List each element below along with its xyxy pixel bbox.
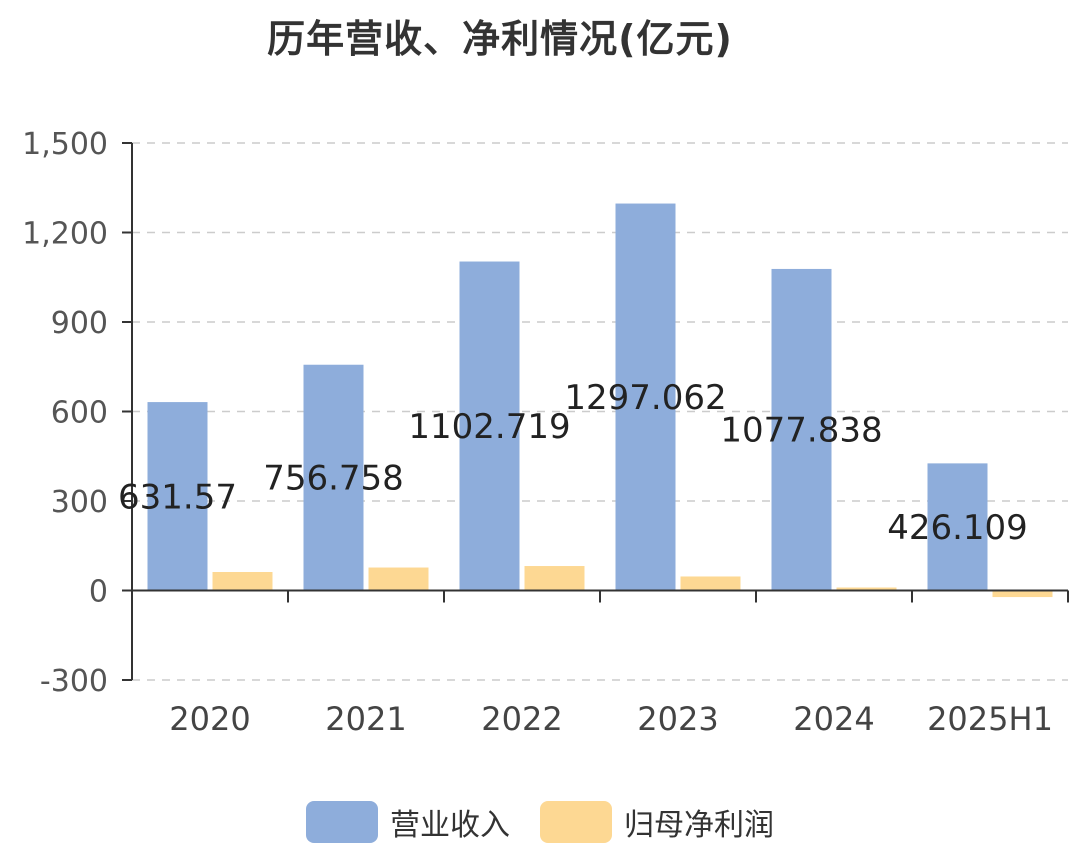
y-tick-label: 1,500 — [22, 127, 108, 162]
legend-label-net-profit: 归母净利润 — [624, 808, 774, 843]
net-profit-bar[interactable] — [524, 566, 585, 591]
bar-chart: -300 0 300 600 900 1,200 1,500 2020 2021 2022 2023… — [22, 127, 1069, 738]
revenue-data-label: 631.57 — [118, 477, 237, 517]
revenue-data-label: 426.109 — [887, 508, 1028, 548]
y-tick-label: 900 — [51, 306, 108, 341]
revenue-bar[interactable] — [147, 402, 208, 591]
bars — [147, 203, 1053, 598]
x-tick-label: 2023 — [637, 700, 718, 738]
y-tick-label: 300 — [51, 485, 108, 520]
revenue-data-label: 756.758 — [263, 459, 404, 499]
net-profit-bar[interactable] — [992, 590, 1053, 598]
chart-title: 历年营收、净利情况(亿元) — [267, 17, 733, 61]
net-profit-bar[interactable] — [680, 576, 741, 591]
revenue-bar[interactable] — [615, 203, 676, 591]
y-tick-label: 600 — [51, 396, 108, 431]
x-tick-label: 2021 — [325, 700, 406, 738]
revenue-data-label: 1077.838 — [720, 411, 882, 451]
legend-item-net-profit[interactable]: 归母净利润 — [540, 800, 774, 844]
grid-lines — [132, 142, 1068, 681]
revenue-bar[interactable] — [771, 268, 832, 591]
x-tick-label: 2025H1 — [927, 700, 1053, 738]
axes: -300 0 300 600 900 1,200 1,500 2020 2021 2022 2023… — [22, 127, 1069, 738]
x-tick-label: 2024 — [793, 700, 874, 738]
legend-label-revenue: 营业收入 — [390, 808, 510, 843]
x-tick-label: 2022 — [481, 700, 562, 738]
revenue-bar[interactable] — [303, 364, 364, 591]
net-profit-bar[interactable] — [836, 587, 897, 591]
revenue-bar[interactable] — [459, 261, 520, 591]
legend: 营业收入 归母净利润 — [0, 800, 1080, 844]
legend-swatch-net-profit — [540, 801, 612, 843]
legend-swatch-revenue — [306, 801, 378, 843]
y-tick-label: -300 — [40, 664, 108, 699]
revenue-data-label: 1102.719 — [408, 407, 570, 447]
revenue-data-label: 1297.062 — [564, 378, 726, 418]
net-profit-bar[interactable] — [212, 572, 273, 591]
y-tick-label: 0 — [89, 575, 108, 610]
legend-item-revenue[interactable]: 营业收入 — [306, 800, 510, 844]
revenue-bar[interactable] — [927, 463, 988, 591]
y-tick-label: 1,200 — [22, 217, 108, 252]
x-tick-label: 2020 — [169, 700, 250, 738]
net-profit-bar[interactable] — [368, 567, 429, 591]
